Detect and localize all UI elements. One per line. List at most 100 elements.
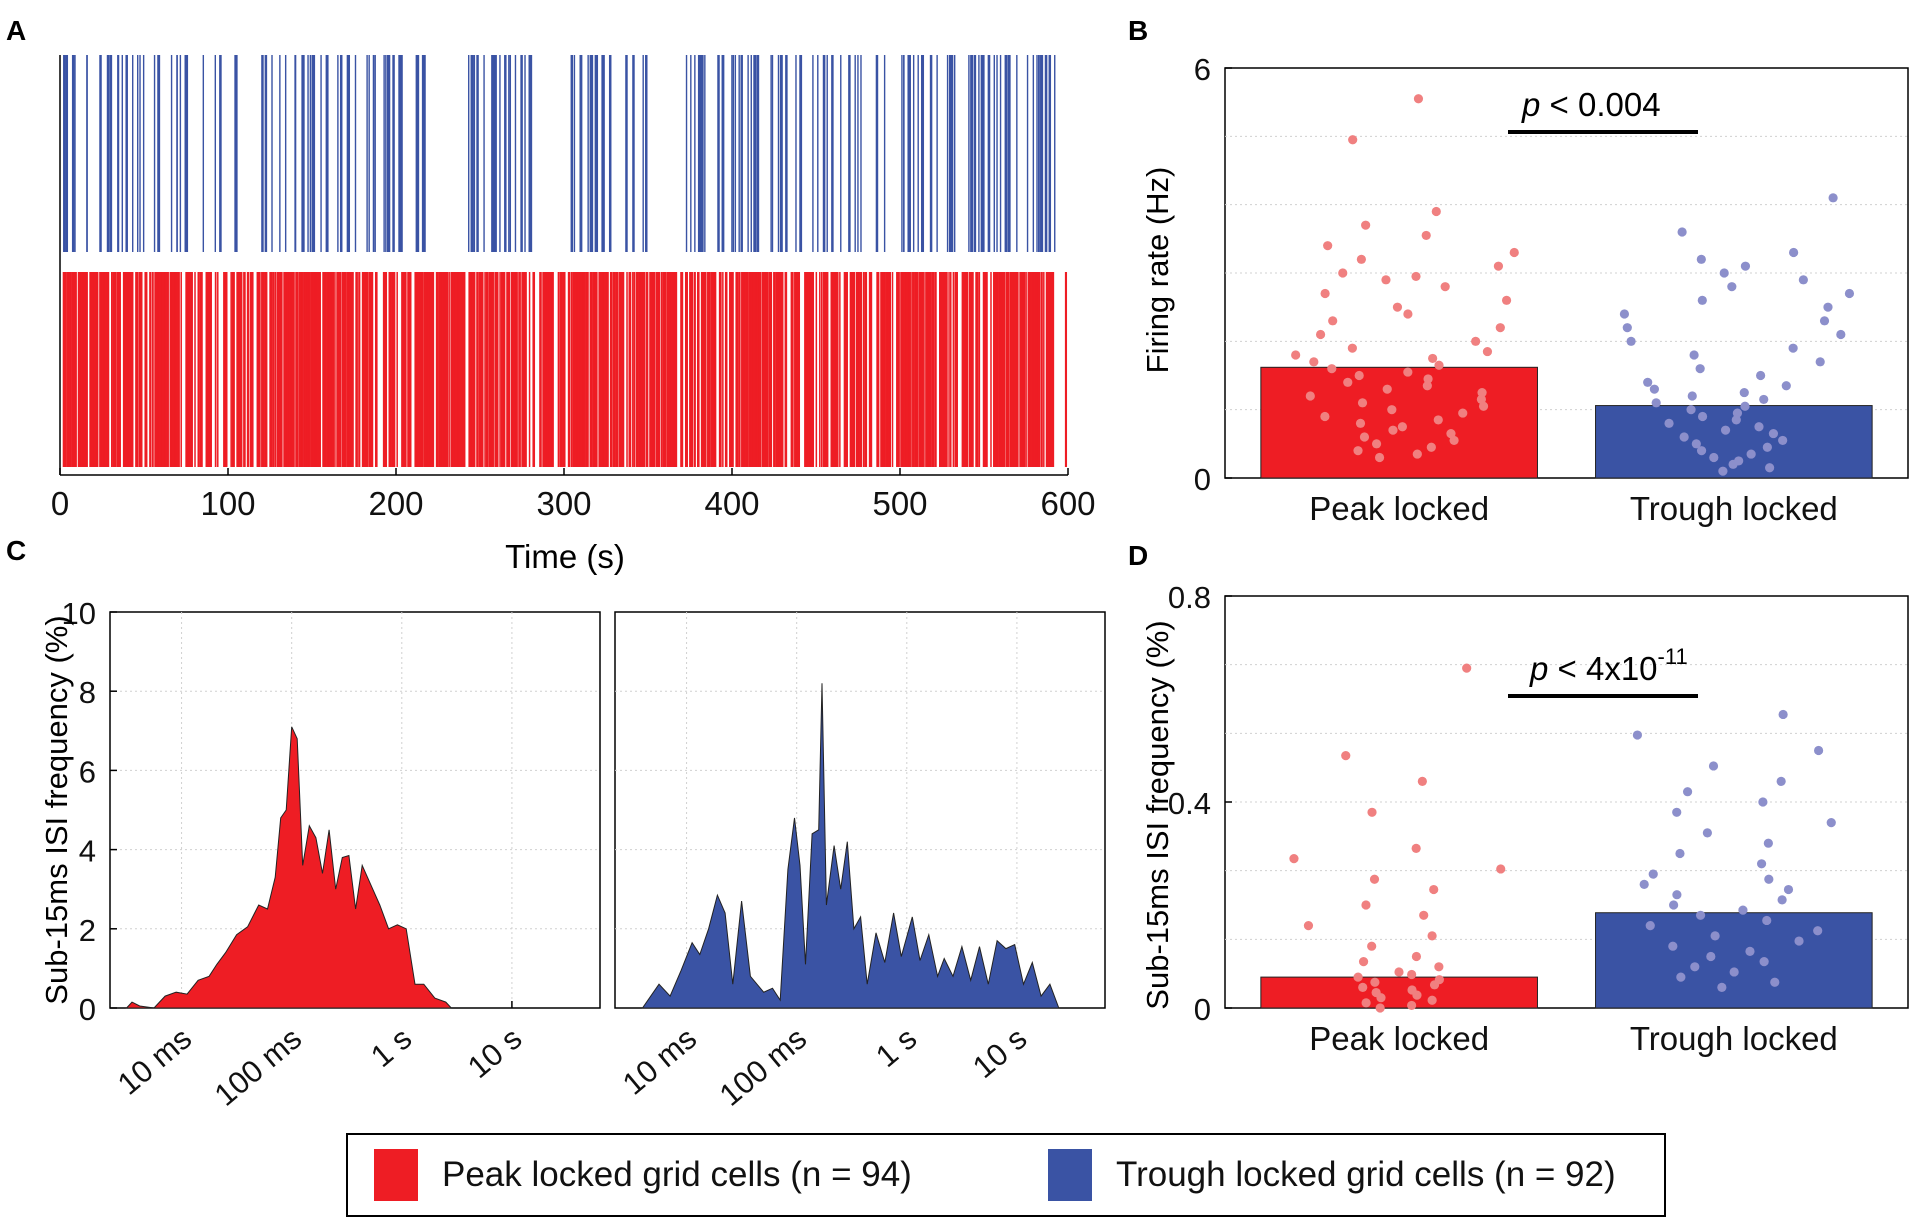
- data-point: [1341, 751, 1351, 761]
- data-point: [1720, 425, 1731, 435]
- data-point: [1643, 377, 1653, 387]
- data-point: [1315, 329, 1326, 340]
- data-point: [1403, 367, 1413, 377]
- data-point: [1370, 977, 1380, 987]
- data-point: [1778, 435, 1788, 446]
- panel-a-xlabel: Time (s): [505, 538, 625, 575]
- tick-label-x: 400: [704, 485, 759, 522]
- data-point: [1727, 282, 1737, 292]
- data-point: [1446, 428, 1456, 439]
- legend-item-trough: Trough locked grid cells (n = 92): [1048, 1149, 1616, 1201]
- data-point: [1675, 848, 1685, 859]
- data-point: [1776, 776, 1786, 787]
- data-point: [1778, 709, 1788, 720]
- tick-label-y: 0.8: [1168, 580, 1211, 615]
- panel-label-c: C: [6, 535, 26, 566]
- data-point: [1375, 1003, 1385, 1013]
- data-point: [1826, 818, 1836, 828]
- data-point: [1309, 357, 1319, 367]
- tick-label-x: 1 s: [869, 1021, 923, 1074]
- tick-label-x: 600: [1040, 485, 1095, 522]
- data-point: [1407, 969, 1417, 980]
- data-point: [1356, 254, 1366, 264]
- data-point: [1323, 241, 1333, 251]
- data-point: [1759, 394, 1769, 405]
- panel-label-a: A: [6, 15, 26, 46]
- data-point: [1367, 807, 1377, 817]
- data-point: [1708, 761, 1719, 771]
- data-point: [1823, 302, 1833, 312]
- data-point: [1770, 977, 1780, 987]
- data-point: [1371, 439, 1382, 449]
- data-point: [1354, 370, 1364, 381]
- data-point: [1392, 302, 1403, 312]
- data-point: [1740, 261, 1751, 271]
- panel-d-ylabel: Sub-15ms ISI frequency (%): [1140, 620, 1175, 1009]
- tick-label-y: 0.4: [1168, 786, 1211, 821]
- tick-label-x: 1 s: [364, 1021, 418, 1074]
- category-label: Trough locked: [1630, 1020, 1838, 1057]
- data-point: [1394, 967, 1404, 977]
- data-point: [1794, 936, 1804, 946]
- data-point: [1343, 377, 1353, 387]
- data-point: [1668, 941, 1678, 951]
- data-point: [1651, 398, 1661, 408]
- panel-a-raster: 0 100 200 300 400 500 600: [51, 55, 1096, 522]
- tick-label-y: 0: [79, 992, 96, 1027]
- data-point: [1493, 261, 1504, 271]
- data-point: [1789, 247, 1799, 258]
- category-label: Peak locked: [1309, 1020, 1489, 1057]
- data-point: [1664, 418, 1674, 428]
- data-point: [1412, 449, 1422, 459]
- data-point: [1690, 962, 1700, 972]
- data-point: [1482, 346, 1493, 357]
- data-point: [1619, 309, 1630, 319]
- tick-label-y: 6: [1194, 52, 1211, 87]
- legend-swatch-trough: [1048, 1149, 1092, 1201]
- tick-label-x: 10 ms: [616, 1021, 703, 1102]
- data-point: [1338, 268, 1348, 278]
- data-point: [1357, 398, 1368, 408]
- data-point: [1431, 206, 1441, 217]
- data-point: [1496, 864, 1506, 874]
- data-point: [1738, 905, 1748, 915]
- data-point: [1682, 787, 1693, 797]
- panel-label-b: B: [1128, 15, 1148, 46]
- data-point: [1423, 374, 1433, 384]
- data-point: [1710, 931, 1720, 941]
- panel-b-annotation: p < 0.004: [1521, 86, 1661, 123]
- area-trough: [641, 683, 1060, 1009]
- data-point: [1719, 268, 1729, 278]
- data-point: [1411, 843, 1421, 853]
- data-point: [1781, 381, 1791, 391]
- tick-label-y: 8: [79, 675, 96, 710]
- panel-d-bar-chart: 0 0.4 0.8 Peak locked Trough locked: [1168, 580, 1909, 1057]
- data-point: [1836, 329, 1846, 340]
- data-point: [1462, 663, 1472, 673]
- data-point: [1777, 895, 1787, 905]
- data-point: [1696, 446, 1707, 456]
- data-point: [1689, 350, 1699, 360]
- data-point: [1509, 247, 1519, 258]
- tick-label-x: 10 s: [461, 1021, 528, 1085]
- data-point: [1361, 220, 1371, 230]
- data-point: [1672, 807, 1682, 817]
- data-point: [1756, 859, 1767, 869]
- data-point: [1672, 890, 1682, 900]
- data-point: [1471, 336, 1481, 346]
- legend-swatch-peak: [374, 1149, 418, 1201]
- data-point: [1677, 227, 1687, 237]
- data-point: [1407, 1000, 1417, 1011]
- data-point: [1376, 993, 1386, 1003]
- tick-label-x: 0: [51, 485, 69, 522]
- data-point: [1361, 998, 1371, 1008]
- data-point: [1626, 336, 1636, 346]
- data-point: [1359, 432, 1370, 442]
- data-point: [1382, 384, 1392, 394]
- data-point: [1289, 854, 1299, 864]
- panel-b-bar-chart: 0 6 Peak locked Trough locked: [1194, 52, 1909, 527]
- data-point: [1449, 435, 1459, 446]
- data-point: [1758, 797, 1768, 807]
- data-point: [1397, 422, 1408, 432]
- data-point: [1632, 730, 1643, 740]
